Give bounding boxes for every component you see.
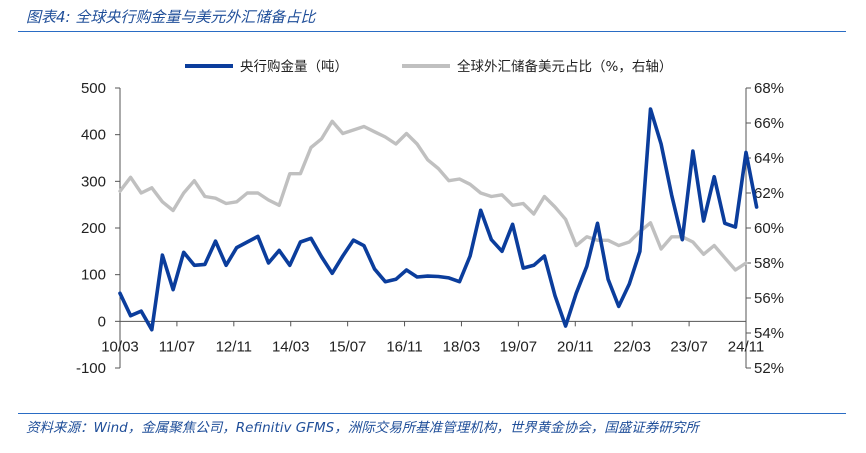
series-line-gold xyxy=(118,107,759,332)
right-tick-label: 56% xyxy=(754,290,784,307)
x-tick-label: 15/07 xyxy=(329,338,367,355)
x-tick-label: 14/03 xyxy=(272,338,310,355)
legend-label-gold: 央行购金量（吨） xyxy=(240,59,348,75)
left-tick-label: 0 xyxy=(98,313,106,330)
x-tick-label: 10/03 xyxy=(101,338,139,355)
x-tick-label: 24/11 xyxy=(728,338,764,355)
x-tick-label: 16/11 xyxy=(386,338,422,355)
source-note: 资料来源：Wind，金属聚焦公司，Refinitiv GFMS，洲际交易所基准管… xyxy=(26,420,699,436)
figure-title: 图表4: 全球央行购金量与美元外汇储备占比 xyxy=(26,8,316,26)
left-tick-label: 100 xyxy=(81,267,106,284)
left-tick-label: 500 xyxy=(81,80,106,97)
x-tick-label: 23/07 xyxy=(670,338,708,355)
x-tick-label: 18/03 xyxy=(443,338,481,355)
left-tick-label: 400 xyxy=(81,127,106,144)
bottom-rule xyxy=(18,413,846,414)
right-tick-label: 62% xyxy=(754,185,784,202)
legend: 央行购金量（吨） 全球外汇储备美元占比（%，右轴） xyxy=(185,58,672,75)
right-tick-label: 68% xyxy=(754,80,784,97)
series-layer xyxy=(118,107,759,332)
right-tick-label: 58% xyxy=(754,255,784,272)
x-tick-label: 19/07 xyxy=(500,338,538,355)
right-tick-label: 52% xyxy=(754,360,784,377)
x-tick-label: 22/03 xyxy=(613,338,651,355)
x-axis: 10/03 11/07 12/11 14/03 15/07 16/11 18/03 19/07… xyxy=(101,321,764,355)
right-tick-label: 60% xyxy=(754,220,784,237)
left-tick-label: -100 xyxy=(76,360,106,377)
left-tick-label: 300 xyxy=(81,173,106,190)
legend-label-usd: 全球外汇储备美元占比（%，右轴） xyxy=(457,58,672,75)
right-axis: 68% 66% 64% 62% 60% 58% 56% 54% 52% xyxy=(746,80,784,377)
left-tick-label: 200 xyxy=(81,220,106,237)
right-tick-label: 66% xyxy=(754,115,784,132)
right-tick-label: 54% xyxy=(754,325,784,342)
x-tick-label: 11/07 xyxy=(159,338,195,355)
left-axis: 500 400 300 200 100 0 -100 xyxy=(76,80,120,377)
top-rule xyxy=(18,31,846,32)
right-tick-label: 64% xyxy=(754,150,784,167)
x-tick-label: 20/11 xyxy=(557,338,593,355)
x-tick-label: 12/11 xyxy=(216,338,252,355)
